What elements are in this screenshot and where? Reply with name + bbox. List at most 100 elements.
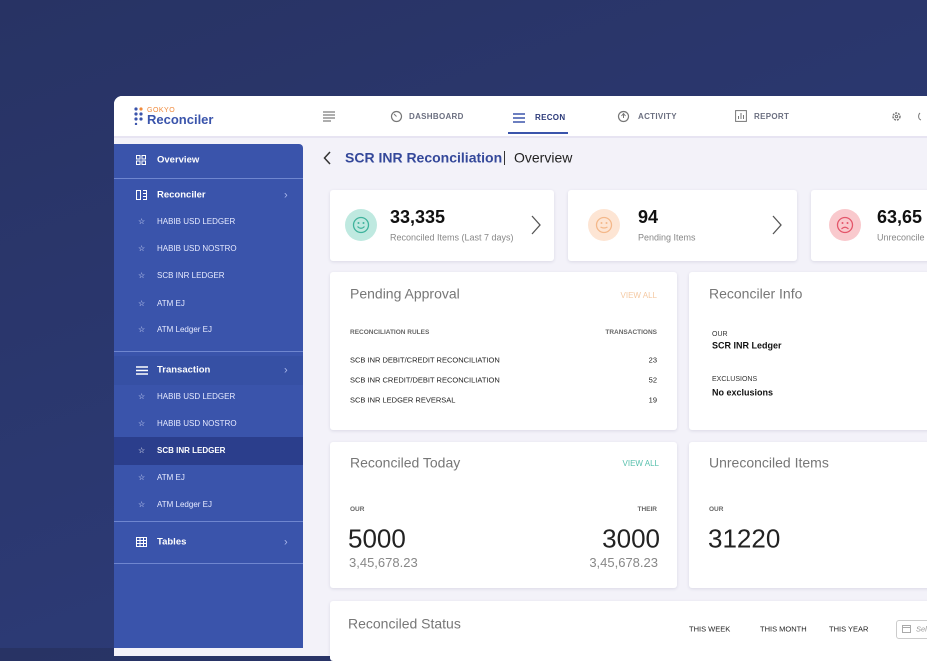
field-value: No exclusions: [712, 387, 774, 398]
sidebar-item-active[interactable]: SCB INR LEDGER: [157, 446, 226, 456]
star: ☆: [138, 419, 146, 429]
status-icon: [588, 209, 620, 241]
nav-report[interactable]: REPORT: [754, 112, 790, 122]
sidebar-item[interactable]: ATM EJ: [157, 299, 185, 309]
our-label: OUR: [709, 506, 724, 514]
sidebar-item[interactable]: HABIB USD NOSTRO: [157, 244, 237, 254]
card-title: Unreconciled Items: [709, 454, 829, 471]
card-title: Reconciler Info: [709, 285, 803, 302]
unreconciled-card: [689, 442, 927, 588]
field-label: EXCLUSIONS: [712, 375, 758, 383]
report-icon: [735, 110, 747, 122]
sidebar: [114, 144, 303, 648]
divider: [114, 351, 303, 352]
filter[interactable]: THIS WEEK: [689, 624, 731, 634]
chevron: [772, 215, 782, 235]
active-underline: [508, 132, 568, 134]
their-amount: 3,45,678.23: [589, 555, 658, 571]
chevron: ›: [284, 536, 288, 549]
column-header: TRANSACTIONS: [605, 329, 657, 337]
star: ☆: [138, 271, 146, 281]
dashboard-icon: [390, 110, 403, 123]
sidebar-reconciler[interactable]: Reconciler: [157, 189, 206, 201]
stat-label: Pending Items: [638, 232, 696, 243]
column-header: RECONCILIATION RULES: [350, 329, 430, 337]
sidebar-item[interactable]: ATM Ledger EJ: [157, 325, 212, 335]
header-icons[interactable]: [891, 111, 927, 122]
star: ☆: [138, 244, 146, 254]
sidebar-item[interactable]: ATM EJ: [157, 473, 185, 483]
rule-name: SCB INR LEDGER REVERSAL: [350, 395, 456, 405]
divider: [114, 178, 303, 179]
their-label: THEIR: [637, 506, 658, 514]
stat-label: Reconciled Items (Last 7 days): [390, 232, 514, 243]
star: ☆: [138, 473, 146, 483]
menu-icon[interactable]: [323, 111, 335, 122]
rule-count: 52: [648, 375, 657, 385]
divider: [114, 521, 303, 522]
rule-count: 23: [648, 355, 657, 365]
reconciler-icon: [136, 190, 147, 200]
filter[interactable]: THIS YEAR: [829, 624, 869, 634]
stat-value: 94: [638, 207, 659, 228]
chevron: ›: [284, 364, 288, 377]
chevron: [531, 215, 541, 235]
date-placeholder: Sel: [916, 624, 927, 634]
tables-icon: [136, 537, 147, 547]
nav-dashboard[interactable]: DASHBOARD: [409, 112, 464, 122]
logo-top: GOKYO: [147, 106, 176, 114]
breadcrumb-current: Overview: [514, 149, 573, 166]
calendar-icon: [902, 625, 911, 633]
logo: Reconciler: [147, 112, 214, 128]
recon-icon: [513, 113, 525, 123]
sidebar-overview[interactable]: Overview: [157, 154, 200, 166]
card-title: Reconciled Today: [350, 454, 461, 471]
their-value: 3000: [602, 523, 660, 554]
chevron: ›: [284, 189, 288, 202]
divider: [114, 563, 303, 564]
rule-count: 19: [648, 395, 657, 405]
card-title: Pending Approval: [350, 285, 460, 302]
stat-value: 63,65: [877, 207, 923, 228]
back-button[interactable]: [323, 151, 332, 165]
date-picker[interactable]: [896, 620, 927, 639]
field-value: SCR INR Ledger: [712, 340, 782, 351]
star: ☆: [138, 500, 146, 510]
our-value: 5000: [348, 523, 406, 554]
status-icon: [345, 209, 377, 241]
star: ☆: [138, 217, 146, 227]
nav-recon[interactable]: RECON: [535, 113, 566, 123]
our-value: 31220: [708, 523, 781, 554]
overview-icon: [136, 155, 146, 165]
sidebar-transaction[interactable]: Transaction: [157, 364, 211, 376]
reconciled-today-card: [330, 442, 677, 588]
star: ☆: [138, 325, 146, 335]
field-label: OUR: [712, 330, 728, 338]
sidebar-item[interactable]: HABIB USD LEDGER: [157, 217, 236, 227]
logo-mark: [134, 107, 143, 125]
sidebar-item[interactable]: HABIB USD LEDGER: [157, 392, 236, 402]
star: ☆: [138, 446, 146, 456]
star: ☆: [138, 299, 146, 309]
sidebar-tables[interactable]: Tables: [157, 536, 187, 548]
stat-label: Unreconcile: [877, 232, 925, 243]
filter[interactable]: THIS MONTH: [760, 624, 807, 634]
sidebar-item[interactable]: ATM Ledger EJ: [157, 500, 212, 510]
sad-face: [836, 216, 854, 234]
sidebar-item[interactable]: HABIB USD NOSTRO: [157, 419, 237, 429]
our-label: OUR: [350, 506, 365, 514]
rule-name: SCB INR CREDIT/DEBIT RECONCILIATION: [350, 375, 500, 385]
nav-activity[interactable]: ACTIVITY: [638, 112, 677, 122]
smile: [352, 216, 370, 234]
view-all[interactable]: VIEW ALL: [620, 291, 657, 301]
card-title: Reconciled Status: [348, 615, 461, 632]
transaction-icon: [136, 366, 148, 375]
selected-row: [114, 437, 303, 465]
rule-name: SCB INR DEBIT/CREDIT RECONCILIATION: [350, 355, 500, 365]
sidebar-item[interactable]: SCB INR LEDGER: [157, 271, 225, 281]
neutral-face: [595, 216, 613, 234]
view-all[interactable]: VIEW ALL: [622, 459, 659, 469]
star: ☆: [138, 392, 146, 402]
top-bar: [114, 96, 927, 138]
